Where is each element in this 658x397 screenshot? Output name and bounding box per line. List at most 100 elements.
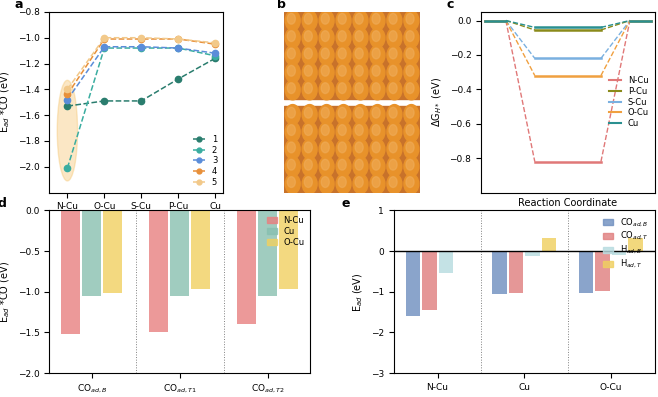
Bar — [280, 210, 299, 289]
Circle shape — [336, 28, 351, 48]
Circle shape — [336, 104, 351, 124]
Circle shape — [304, 13, 313, 24]
Circle shape — [336, 80, 351, 100]
Circle shape — [389, 66, 397, 76]
Circle shape — [321, 125, 329, 135]
Circle shape — [288, 125, 295, 135]
Bar — [103, 210, 122, 293]
Circle shape — [319, 28, 334, 48]
Circle shape — [302, 174, 317, 194]
1 — [174, 77, 182, 81]
Circle shape — [304, 125, 313, 135]
Circle shape — [372, 125, 380, 135]
Circle shape — [302, 80, 317, 100]
Circle shape — [321, 13, 329, 24]
2 — [174, 46, 182, 50]
Circle shape — [387, 139, 402, 159]
Circle shape — [406, 177, 414, 187]
Text: e: e — [342, 197, 350, 210]
Circle shape — [370, 174, 385, 194]
Circle shape — [288, 13, 295, 24]
Y-axis label: E$_{ad}$ *CO (eV): E$_{ad}$ *CO (eV) — [0, 261, 13, 323]
Circle shape — [288, 83, 295, 94]
Circle shape — [406, 159, 414, 170]
Circle shape — [336, 139, 351, 159]
Circle shape — [321, 177, 329, 187]
Circle shape — [404, 139, 419, 159]
Circle shape — [304, 159, 313, 170]
Circle shape — [404, 156, 419, 177]
Text: c: c — [446, 0, 453, 11]
Circle shape — [353, 156, 368, 177]
Circle shape — [406, 107, 414, 118]
Circle shape — [285, 63, 300, 83]
Circle shape — [319, 139, 334, 159]
2 — [63, 166, 71, 170]
Circle shape — [353, 28, 368, 48]
3 — [63, 97, 71, 102]
Circle shape — [404, 28, 419, 48]
Circle shape — [304, 107, 313, 118]
Circle shape — [338, 125, 346, 135]
Circle shape — [355, 107, 363, 118]
Circle shape — [319, 11, 334, 31]
Circle shape — [319, 174, 334, 194]
Circle shape — [406, 13, 414, 24]
Circle shape — [406, 66, 414, 76]
Circle shape — [387, 11, 402, 31]
Circle shape — [404, 45, 419, 65]
Circle shape — [404, 122, 419, 142]
Text: b: b — [278, 0, 286, 11]
Bar — [509, 251, 523, 293]
Circle shape — [372, 107, 380, 118]
Circle shape — [285, 139, 300, 159]
Bar — [492, 251, 507, 294]
Circle shape — [302, 28, 317, 48]
Circle shape — [336, 63, 351, 83]
Circle shape — [355, 13, 363, 24]
Bar — [61, 210, 80, 334]
Circle shape — [355, 66, 363, 76]
Line: 3: 3 — [64, 44, 218, 103]
Circle shape — [372, 142, 380, 153]
Circle shape — [302, 156, 317, 177]
Circle shape — [285, 156, 300, 177]
Bar — [237, 210, 256, 324]
Circle shape — [285, 174, 300, 194]
Bar — [595, 251, 610, 291]
Circle shape — [336, 122, 351, 142]
Circle shape — [321, 159, 329, 170]
Circle shape — [336, 174, 351, 194]
Circle shape — [406, 31, 414, 42]
Circle shape — [321, 31, 329, 42]
Circle shape — [355, 142, 363, 153]
Circle shape — [355, 159, 363, 170]
Circle shape — [353, 80, 368, 100]
Circle shape — [389, 177, 397, 187]
Circle shape — [302, 63, 317, 83]
Circle shape — [355, 48, 363, 59]
Y-axis label: ΔG$_{H*}$ (eV): ΔG$_{H*}$ (eV) — [430, 77, 444, 127]
Circle shape — [285, 11, 300, 31]
Circle shape — [304, 142, 313, 153]
4 — [211, 42, 219, 46]
Bar — [422, 251, 437, 310]
Circle shape — [372, 177, 380, 187]
Circle shape — [404, 11, 419, 31]
Circle shape — [355, 177, 363, 187]
Circle shape — [288, 159, 295, 170]
Circle shape — [406, 83, 414, 94]
Legend: CO$_{ad,B}$, CO$_{ad,T}$, H$_{ad,B}$, H$_{ad,T}$: CO$_{ad,B}$, CO$_{ad,T}$, H$_{ad,B}$, H$… — [601, 214, 651, 272]
Circle shape — [406, 125, 414, 135]
Circle shape — [321, 48, 329, 59]
Circle shape — [353, 122, 368, 142]
Circle shape — [387, 28, 402, 48]
Circle shape — [319, 122, 334, 142]
Circle shape — [389, 125, 397, 135]
Circle shape — [404, 63, 419, 83]
Circle shape — [355, 31, 363, 42]
Circle shape — [370, 139, 385, 159]
1 — [63, 104, 71, 108]
Legend: N-Cu, P-Cu, S-Cu, O-Cu, Cu: N-Cu, P-Cu, S-Cu, O-Cu, Cu — [607, 75, 651, 130]
Circle shape — [285, 104, 300, 124]
